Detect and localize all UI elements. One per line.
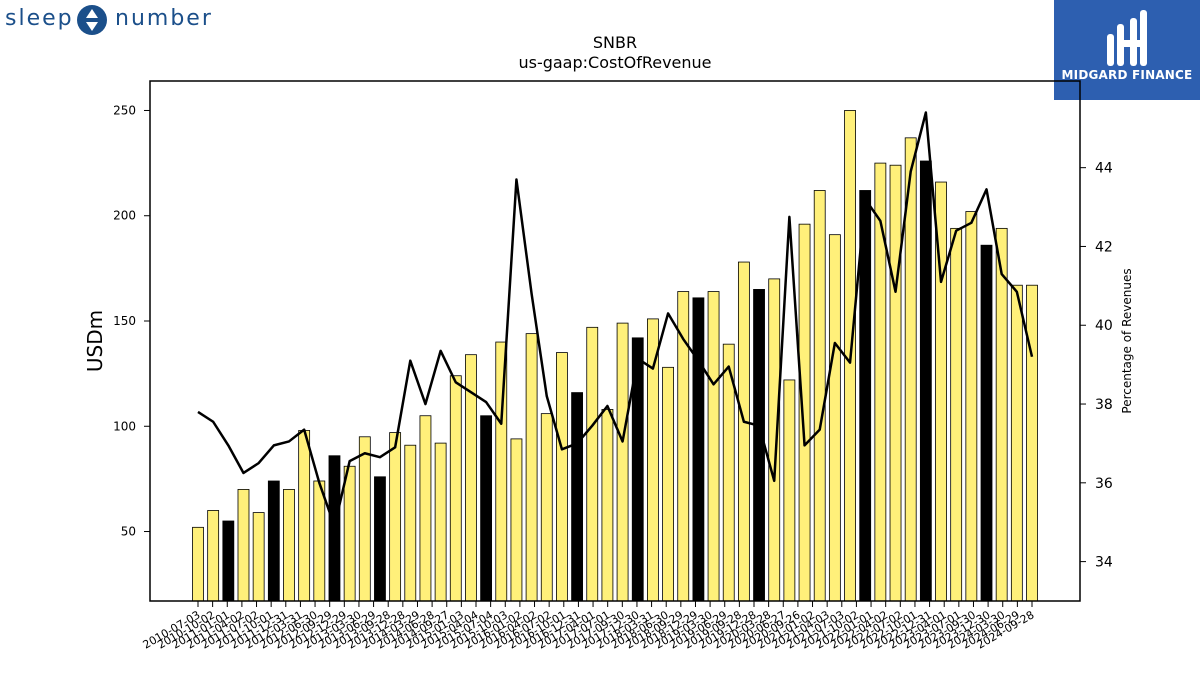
bar-2019-09-28 [753,289,765,602]
bar-2013-09-28 [389,432,402,602]
bar-2012-03-31 [298,430,311,602]
y2-tick-label-38: 38 [1095,397,1113,413]
sleep-number-logo-icon [77,5,107,35]
bar-2023-04-01 [965,211,978,602]
bars-layer [192,110,1038,602]
bar-2021-01-02 [828,234,841,602]
bar-2017-12-30 [647,318,659,602]
bar-2013-03-30 [358,436,371,602]
bar-2020-03-28 [783,379,796,602]
bar-2010-07-03 [192,526,204,602]
chart-title: SNBR [593,33,637,52]
bar-2019-12-28 [768,278,781,602]
brand-word-left: sleep [5,6,74,31]
bar-2022-12-31 [950,227,963,602]
bar-2023-09-30 [995,227,1008,602]
y-tick-label-250: 250 [113,103,136,117]
bar-2015-04-04 [480,415,493,602]
bar-2016-01-02 [525,333,538,602]
bar-2022-01-01 [889,164,902,602]
bar-2012-12-29 [343,465,356,602]
bar-2010-10-02 [207,510,220,602]
bar-2018-03-31 [662,366,674,602]
bar-2015-10-03 [510,438,523,602]
y2-tick-label-40: 40 [1095,318,1113,334]
bar-2023-12-30 [1010,284,1023,602]
brand-word-right: number [115,6,213,31]
bar-2014-03-29 [419,415,432,602]
y-tick-label-150: 150 [113,314,136,328]
y2-axis-label: Percentage of Revenues [1120,268,1134,413]
y2-tick-label-44: 44 [1095,161,1113,177]
midgard-logo-icon [1107,10,1147,66]
bar-2017-07-01 [616,322,629,602]
bar-2018-09-29 [692,297,705,602]
bar-2016-07-02 [556,352,568,602]
y-tick-label-50: 50 [121,525,136,539]
bar-2012-06-30 [313,480,326,602]
bar-2020-06-27 [798,223,811,602]
bar-2017-04-01 [601,409,614,602]
percentage-line [197,111,1034,528]
bar-2013-12-28 [404,444,417,602]
y2-tick-label-42: 42 [1095,239,1113,255]
bar-2021-10-02 [874,162,887,602]
bar-2013-06-29 [374,476,386,602]
y-axis-right: 34 36 38 40 42 44 [1080,161,1113,571]
y-tick-label-200: 200 [113,209,136,223]
bar-2019-06-29 [737,261,750,602]
brand-logo: sleep number [0,0,220,40]
midgard-watermark: MIDGARD FINANCE [1054,0,1200,100]
y-axis-left: 50 100 150 200 250 [113,103,150,539]
plot-frame [149,80,1081,602]
chart-subtitle: us-gaap:CostOfRevenue [518,53,711,72]
bar-2016-12-31 [586,326,599,602]
bar-2020-09-26 [813,190,826,602]
bar-2011-04-02 [237,489,250,602]
bar-2014-09-27 [449,375,462,602]
bar-2011-12-31 [283,489,295,602]
bar-2011-10-01 [267,480,280,602]
bar-2016-04-02 [540,413,553,602]
x-axis: 2010-07-032010-10-022011-01-012011-04-02… [141,601,1037,652]
midgard-watermark-text: MIDGARD FINANCE [1061,68,1193,82]
bar-2024-03-30 [1026,284,1038,602]
bar-2018-12-29 [707,291,720,602]
y2-tick-label-36: 36 [1095,476,1113,492]
bar-2022-07-02 [919,160,932,602]
bar-2012-09-29 [328,455,341,602]
y-axis-label: USDm [83,310,107,372]
y2-tick-label-34: 34 [1095,555,1113,571]
y-tick-label-100: 100 [113,419,136,433]
bar-2014-06-28 [434,442,447,602]
bar-2016-10-01 [571,392,583,602]
line-layer [197,111,1034,528]
bar-2023-07-01 [980,244,993,602]
bar-2011-01-01 [222,520,235,602]
bar-2011-07-02 [252,512,265,602]
